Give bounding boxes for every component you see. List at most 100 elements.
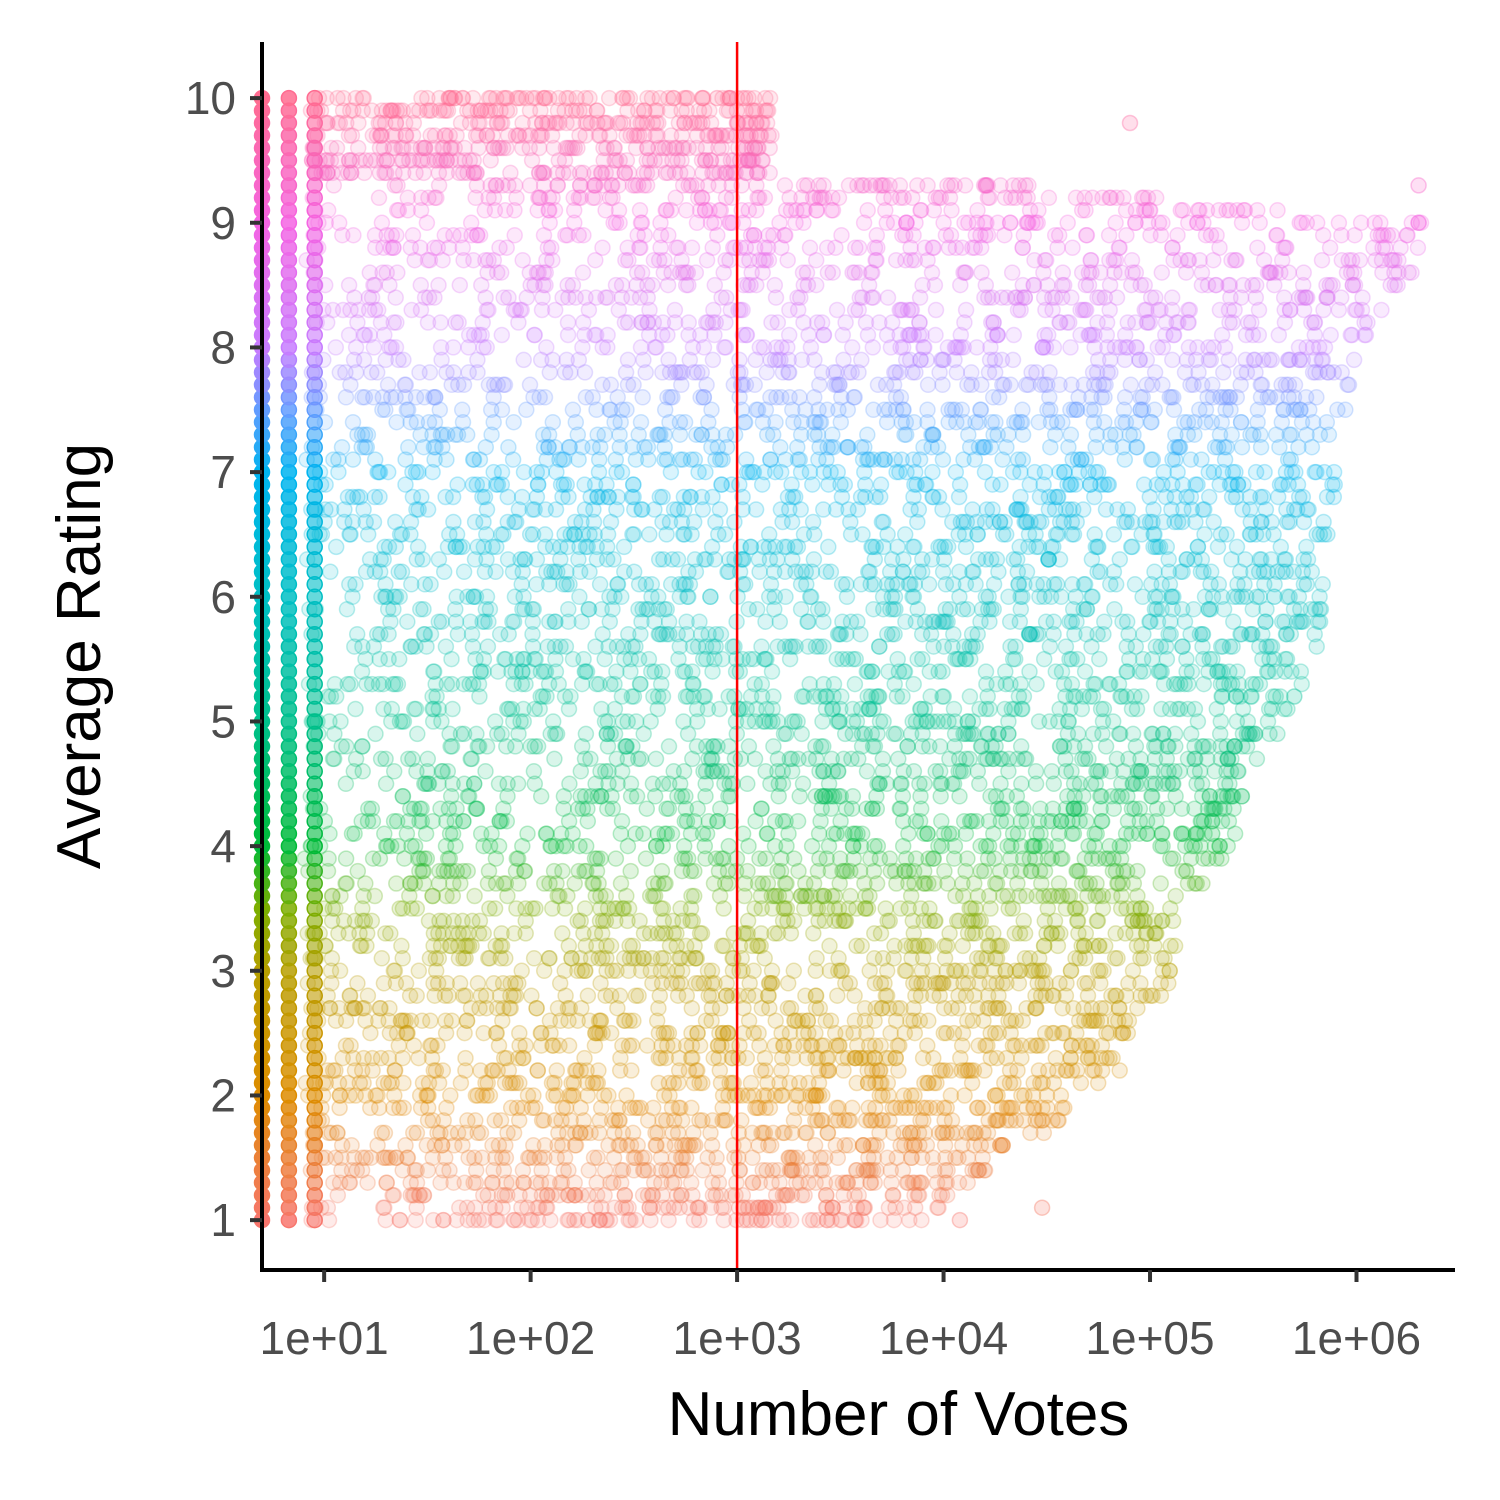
scatter-point [727, 1186, 744, 1204]
scatter-point [368, 625, 386, 643]
scatter-point [438, 675, 456, 693]
scatter-point [393, 937, 410, 955]
scatter-point [969, 551, 987, 568]
scatter-point [1072, 451, 1090, 468]
scatter-point [691, 1199, 709, 1216]
scatter-point [720, 837, 738, 855]
scatter-point [653, 862, 671, 880]
scatter-point [828, 1099, 845, 1117]
scatter-point [957, 750, 975, 768]
scatter-point [466, 887, 483, 905]
scatter-point [1044, 1024, 1061, 1042]
scatter-point [744, 1199, 762, 1216]
scatter-point [493, 1186, 511, 1204]
scatter-point [360, 800, 377, 817]
scatter-point [544, 713, 562, 730]
scatter-point [915, 937, 933, 955]
scatter-point [322, 501, 340, 518]
scatter-point [753, 1211, 770, 1229]
scatter-point [303, 438, 321, 456]
scatter-point [1191, 625, 1209, 643]
scatter-point [959, 850, 976, 867]
scatter-point [544, 413, 562, 431]
scatter-point [415, 1186, 432, 1204]
scatter-point [660, 1211, 677, 1229]
scatter-point [758, 1162, 775, 1179]
scatter-point [1153, 700, 1170, 718]
scatter-point [560, 600, 577, 618]
scatter-point [959, 713, 977, 730]
scatter-point [572, 788, 589, 805]
scatter-point [607, 850, 625, 867]
scatter-point [303, 1199, 321, 1216]
scatter-point [700, 812, 718, 830]
scatter-point [755, 1199, 772, 1216]
scatter-point [404, 1186, 422, 1204]
scatter-point [489, 1211, 506, 1229]
scatter-point [968, 812, 985, 830]
scatter-point [449, 1124, 467, 1142]
scatter-point [579, 987, 597, 1004]
scatter-point [647, 750, 665, 768]
scatter-point [475, 1211, 493, 1229]
scatter-point [929, 1199, 946, 1216]
scatter-point [611, 987, 629, 1004]
scatter-point [580, 1186, 597, 1204]
scatter-point [465, 775, 483, 793]
scatter-point [1074, 501, 1092, 518]
scatter-point [354, 738, 371, 755]
scatter-point [651, 488, 669, 506]
scatter-point [858, 800, 875, 817]
scatter-point [684, 1186, 701, 1204]
scatter-point [546, 638, 564, 655]
scatter-point [1088, 875, 1105, 892]
scatter-point [739, 775, 756, 793]
scatter-point [1069, 650, 1086, 668]
scatter-point [855, 1199, 873, 1216]
scatter-point [400, 438, 417, 456]
scatter-point [1123, 538, 1141, 556]
scatter-point [818, 1211, 836, 1229]
scatter-point [580, 1211, 597, 1229]
scatter-point [312, 1199, 330, 1216]
scatter-point [591, 576, 609, 593]
scatter-point [338, 738, 355, 755]
scatter-point [817, 563, 835, 581]
scatter-point [569, 1211, 586, 1229]
scatter-point [906, 1199, 924, 1216]
scatter-point [372, 750, 390, 768]
scatter-point [938, 1024, 955, 1042]
scatter-point [383, 700, 401, 718]
scatter-point [411, 1186, 429, 1204]
scatter-point [337, 850, 355, 867]
scatter-point [1122, 376, 1140, 394]
scatter-point [375, 1199, 392, 1216]
scatter-point [577, 725, 595, 743]
scatter-point [560, 1186, 577, 1204]
scatter-point [513, 1199, 530, 1216]
scatter-point [406, 700, 423, 718]
scatter-point [627, 1211, 644, 1229]
scatter-point [910, 1186, 928, 1204]
scatter-point [735, 1199, 752, 1216]
scatter-point [540, 950, 558, 967]
scatter-point [1273, 613, 1291, 630]
scatter-point [1027, 763, 1045, 780]
scatter-point [699, 962, 717, 980]
scatter-point [774, 1186, 792, 1204]
scatter-point [387, 513, 404, 531]
scatter-point [780, 1149, 797, 1167]
scatter-point [1061, 501, 1078, 518]
scatter-point [550, 1186, 568, 1204]
scatter-point [602, 1174, 619, 1191]
scatter-point [455, 563, 473, 581]
scatter-point [625, 476, 642, 493]
scatter-point [542, 1211, 559, 1229]
scatter-point [793, 563, 811, 581]
scatter-point [887, 725, 905, 743]
scatter-point [746, 675, 763, 693]
scatter-point [988, 551, 1006, 568]
scatter-point [912, 900, 930, 917]
scatter-point [1104, 1049, 1121, 1067]
scatter-point [824, 1199, 841, 1216]
